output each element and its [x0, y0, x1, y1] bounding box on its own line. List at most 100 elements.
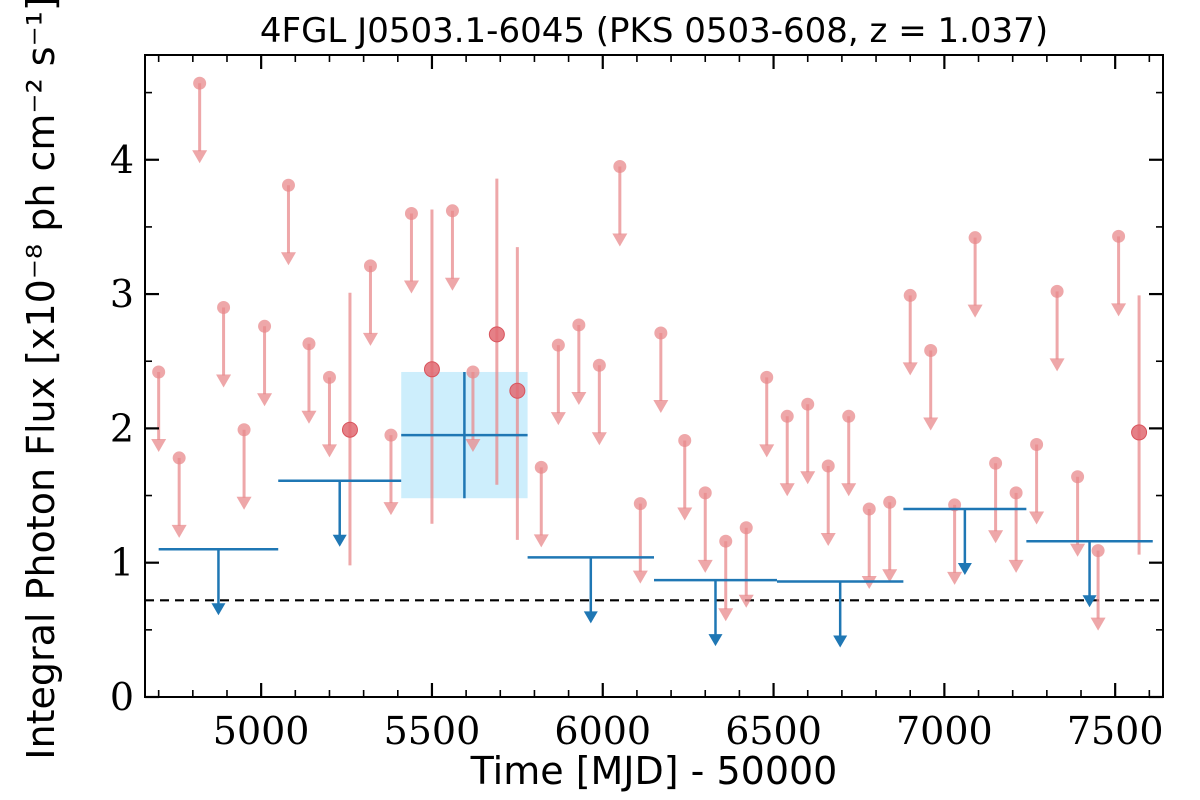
upper-limit-arrowhead [171, 524, 187, 538]
upper-limit-arrowhead [571, 391, 587, 405]
x-tick-label: 7000 [896, 709, 993, 753]
binned-upper-limit-arrowhead [1082, 595, 1097, 608]
upper-limit-point [719, 534, 733, 548]
upper-limit-arrowhead [653, 400, 669, 414]
upper-limit-point [924, 343, 938, 357]
upper-limit-arrowhead [301, 410, 317, 424]
upper-limit-arrowhead [533, 534, 549, 548]
upper-limit-point [842, 409, 856, 423]
upper-limit-point [633, 497, 647, 511]
upper-limit-arrowhead [841, 483, 857, 497]
upper-limit-arrowhead [947, 571, 963, 585]
upper-limit-point [404, 206, 418, 220]
upper-limit-arrowhead [923, 417, 939, 431]
upper-limit-point [193, 76, 207, 90]
upper-limit-arrowhead [151, 438, 167, 452]
upper-limit-point [445, 204, 459, 218]
upper-limit-arrowhead [550, 412, 566, 426]
upper-limit-point [678, 433, 692, 447]
upper-limit-point [883, 495, 897, 509]
upper-limit-arrowhead [677, 507, 693, 521]
binned-upper-limit-arrowhead [957, 562, 972, 575]
upper-limit-point [862, 502, 876, 516]
binned-upper-limit-arrowhead [211, 603, 226, 616]
upper-limit-arrowhead [697, 559, 713, 573]
y-tick-label: 3 [110, 272, 134, 316]
x-tick-label: 5500 [384, 709, 481, 753]
upper-limit-point [152, 365, 166, 379]
upper-limit-point [968, 231, 982, 245]
x-tick-label: 6000 [554, 709, 651, 753]
upper-limit-point [1112, 229, 1126, 243]
upper-limit-arrowhead [718, 608, 734, 622]
upper-limit-arrowhead [988, 530, 1004, 544]
upper-limit-point [384, 428, 398, 442]
upper-limit-arrowhead [612, 233, 628, 247]
upper-limit-arrowhead [738, 594, 754, 608]
x-axis-label: Time [MJD] - 50000 [470, 749, 838, 793]
upper-limit-arrowhead [1090, 617, 1106, 631]
detection-point [423, 361, 440, 378]
upper-limit-arrowhead [192, 150, 208, 164]
upper-limit-point [1009, 486, 1023, 500]
upper-limit-arrowhead [236, 496, 252, 510]
upper-limit-point [258, 319, 272, 333]
upper-limit-point [534, 460, 548, 474]
upper-limit-point [217, 301, 231, 315]
upper-limit-point [760, 370, 774, 384]
upper-limit-arrowhead [1029, 511, 1045, 525]
plot-area [145, 76, 1163, 648]
upper-limit-arrowhead [465, 438, 481, 452]
upper-limit-point [592, 358, 606, 372]
chart-title: 4FGL J0503.1-6045 (PKS 0503-608, z = 1.0… [260, 11, 1048, 51]
plot-frame [144, 54, 1164, 698]
upper-limit-point [698, 486, 712, 500]
upper-limit-point [654, 326, 668, 340]
upper-limit-arrowhead [280, 252, 296, 266]
y-tick-label: 1 [110, 541, 134, 585]
detection-point [341, 421, 358, 438]
upper-limit-arrowhead [800, 471, 816, 485]
upper-limit-arrowhead [1111, 303, 1127, 317]
upper-limit-arrowhead [759, 444, 775, 458]
upper-limit-point [466, 365, 480, 379]
binned-upper-limit-arrowhead [833, 635, 848, 648]
upper-limit-point [551, 338, 565, 352]
upper-limit-point [780, 409, 794, 423]
upper-limit-point [363, 259, 377, 273]
upper-limit-point [237, 423, 251, 437]
upper-limit-point [613, 159, 627, 173]
y-tick-label: 2 [110, 406, 134, 450]
upper-limit-arrowhead [216, 374, 232, 388]
upper-limit-arrowhead [1070, 543, 1086, 557]
y-axis-label: Integral Photon Flux [x10⁻⁸ ph cm⁻² s⁻¹] [19, 0, 63, 760]
upper-limit-arrowhead [820, 532, 836, 546]
upper-limit-arrowhead [882, 569, 898, 583]
upper-limit-arrowhead [257, 393, 273, 407]
upper-limit-point [989, 456, 1003, 470]
detection-point [488, 326, 505, 343]
upper-limit-arrowhead [444, 277, 460, 291]
x-tick-label: 6500 [725, 709, 822, 753]
upper-limit-point [821, 459, 835, 473]
upper-limit-arrowhead [1008, 559, 1024, 573]
x-tick-label: 7500 [1067, 709, 1164, 753]
y-tick-label: 4 [110, 138, 134, 182]
upper-limit-point [903, 288, 917, 302]
upper-limit-arrowhead [902, 362, 918, 376]
upper-limit-point [1030, 437, 1044, 451]
upper-limit-arrowhead [967, 304, 983, 318]
upper-limit-point [322, 370, 336, 384]
upper-limit-arrowhead [321, 444, 337, 458]
upper-limit-point [302, 337, 316, 351]
upper-limit-point [281, 178, 295, 192]
upper-limit-point [572, 318, 586, 332]
upper-limit-arrowhead [591, 432, 607, 446]
binned-upper-limit-arrowhead [332, 534, 347, 547]
upper-limit-arrowhead [632, 570, 648, 584]
detection-point [1131, 424, 1148, 441]
upper-limit-point [1050, 284, 1064, 298]
upper-limit-arrowhead [1049, 358, 1065, 372]
upper-limit-arrowhead [383, 502, 399, 516]
